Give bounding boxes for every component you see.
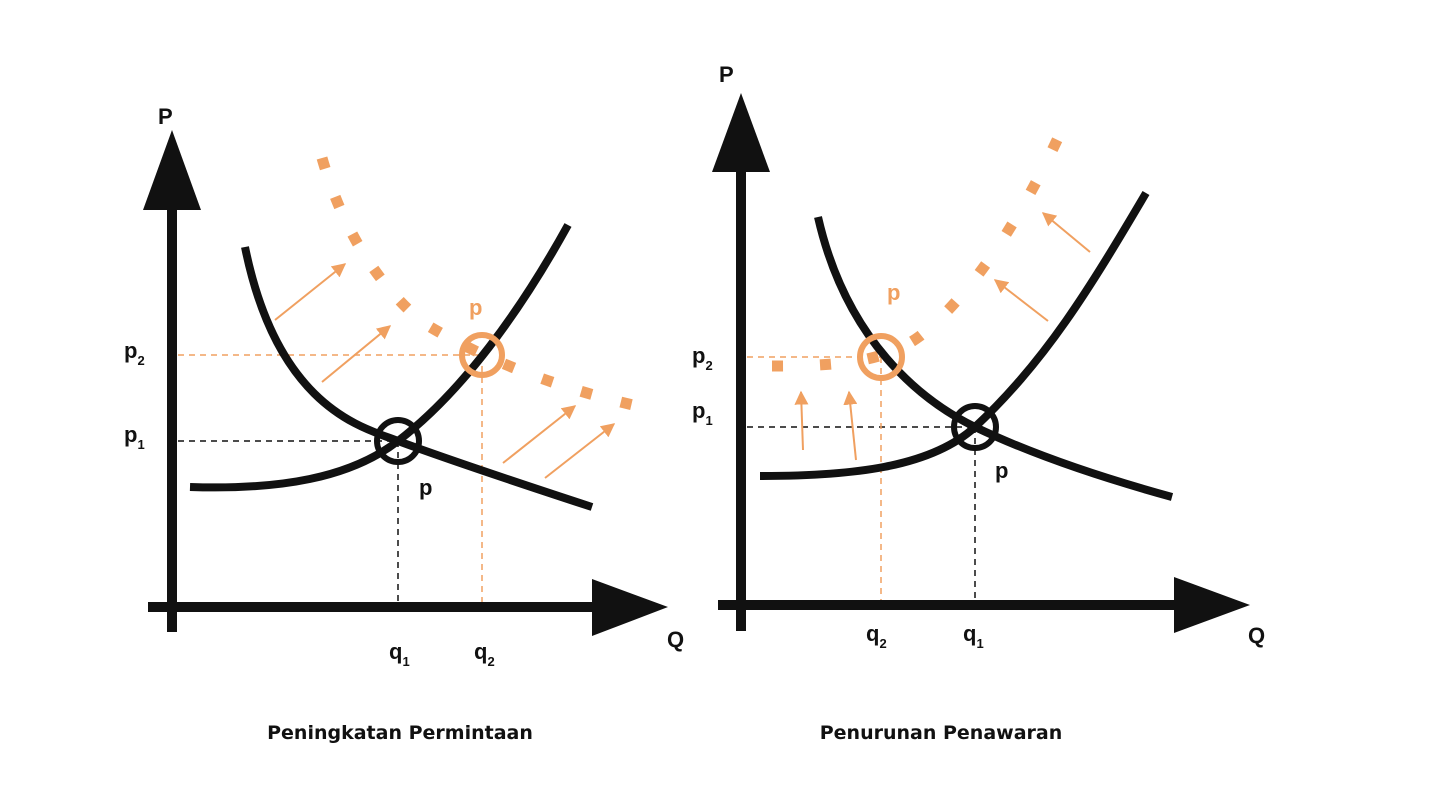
left-axis-q-label: Q (667, 627, 684, 652)
right-q1-label: q1 (963, 621, 984, 651)
right-shift-arrow (1041, 212, 1091, 253)
left-axis-p-label: P (158, 104, 173, 129)
right-new-equilibrium-label: p (887, 280, 900, 305)
left-equilibrium-label: p (419, 475, 432, 500)
left-shift-arrow (274, 263, 347, 321)
right-x-axis-arrowhead (1174, 577, 1250, 633)
right-equilibrium-circle (951, 403, 999, 451)
right-supply-decrease-diagram: P Q p2 p1 q2 q1 p p (692, 62, 1265, 651)
right-q2-label: q2 (866, 621, 887, 651)
right-p2-label: p2 (692, 343, 713, 373)
left-p1-label: p1 (124, 422, 145, 452)
left-demand-curve (241, 246, 594, 511)
left-q2-label: q2 (474, 639, 495, 669)
left-shift-arrow (502, 405, 577, 464)
left-equilibrium-circle (374, 417, 422, 465)
left-shift-arrow (321, 325, 392, 383)
right-shift-arrow (993, 279, 1049, 322)
right-new-equilibrium-circle (857, 333, 905, 381)
right-axis-q-label: Q (1248, 623, 1265, 648)
right-shift-arrow (843, 390, 858, 461)
left-shift-arrow (544, 423, 616, 479)
right-new-supply-curve (771, 135, 1063, 372)
right-supply-curve (759, 190, 1150, 480)
left-x-axis-arrowhead (592, 579, 668, 636)
left-new-equilibrium-circle (459, 332, 505, 378)
left-q1-label: q1 (389, 639, 410, 669)
right-y-axis-arrowhead (712, 93, 770, 172)
right-equilibrium-label: p (995, 458, 1008, 483)
right-p1-label: p1 (692, 398, 713, 428)
right-shift-arrow (794, 390, 809, 451)
right-axis-p-label: P (719, 62, 734, 87)
left-demand-increase-diagram: P Q p2 p1 q1 q2 p p (124, 104, 684, 669)
right-diagram-caption: Penurunan Penawaran (819, 722, 1063, 744)
left-diagram-caption: Peningkatan Permintaan (267, 722, 533, 744)
left-supply-curve (189, 223, 572, 492)
left-new-equilibrium-label: p (469, 295, 482, 320)
left-p2-label: p2 (124, 338, 145, 368)
left-y-axis-arrowhead (143, 130, 201, 210)
